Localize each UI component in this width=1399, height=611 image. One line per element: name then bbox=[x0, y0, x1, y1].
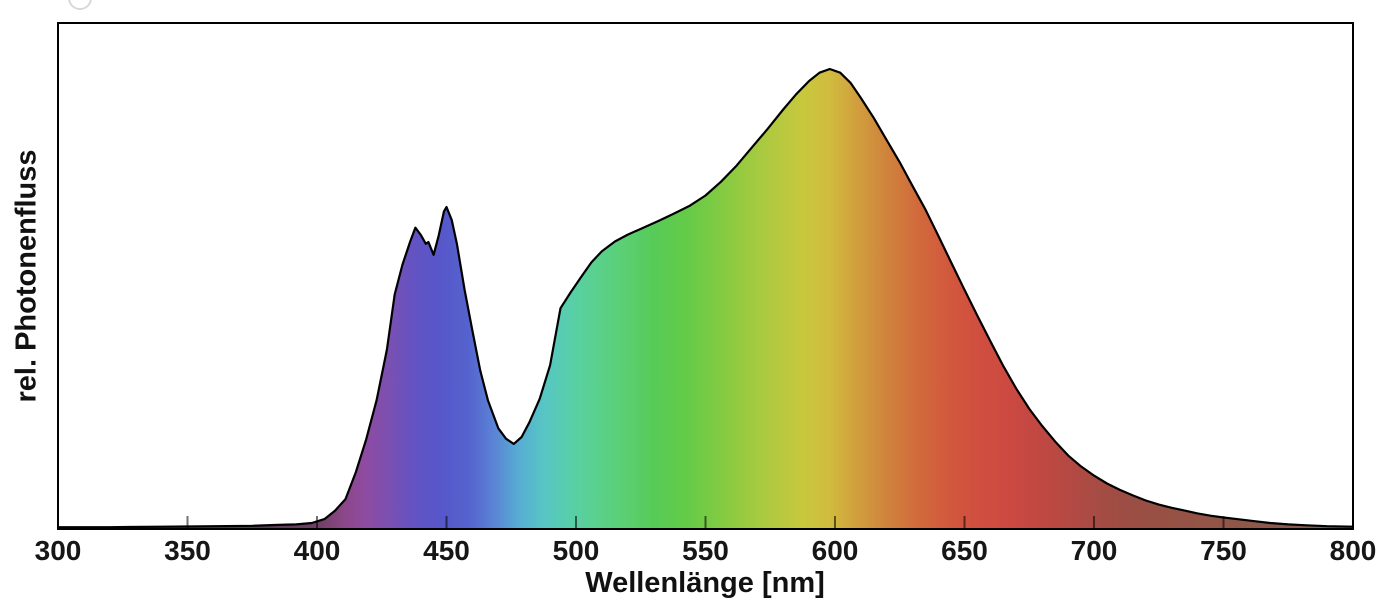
x-tick-label: 800 bbox=[1329, 535, 1377, 566]
x-tick-label: 700 bbox=[1070, 535, 1118, 566]
plot-border bbox=[57, 22, 1354, 530]
x-tick-label: 350 bbox=[164, 535, 211, 566]
spectrum-fill bbox=[58, 69, 1353, 529]
x-tick-label: 400 bbox=[293, 535, 341, 566]
x-tick-label: 450 bbox=[423, 535, 470, 566]
spectrum-outline bbox=[56, 67, 1355, 529]
x-tick-label: 500 bbox=[552, 535, 600, 566]
x-tick-label: 650 bbox=[941, 535, 988, 566]
x-tick-label: 600 bbox=[811, 535, 859, 566]
x-axis-label: Wellenlänge [nm] bbox=[585, 567, 825, 599]
x-tick-label: 750 bbox=[1200, 535, 1247, 566]
x-tick-label: 300 bbox=[34, 535, 82, 566]
x-tick-label: 550 bbox=[682, 535, 729, 566]
y-axis-label: rel. Photonenfluss bbox=[10, 149, 43, 403]
